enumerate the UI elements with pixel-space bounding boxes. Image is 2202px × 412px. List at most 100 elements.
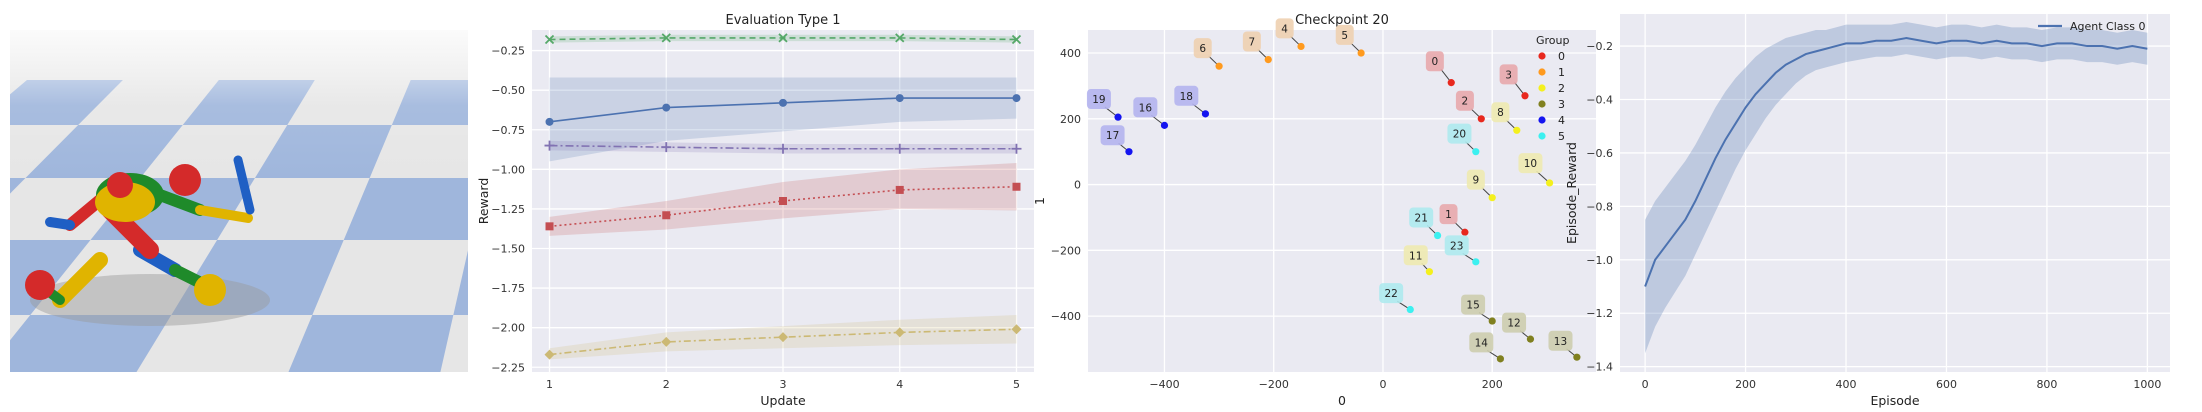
scatter-point [1472,258,1480,266]
data-point [662,211,671,220]
y-tick-label: −1.00 [491,163,525,176]
point-label: 6 [1199,43,1206,55]
floor-tile [288,315,454,372]
x-tick-label: 400 [1836,378,1857,391]
legend-title: Group [1536,34,1570,47]
floor-tile [10,315,172,372]
point-label-box [1469,332,1494,353]
y-tick-label: −0.8 [1586,200,1613,213]
scatter-point [1447,79,1455,87]
point-label: 19 [1092,94,1105,106]
x-tick-label: 200 [1482,378,1503,391]
point-label: 21 [1415,212,1428,224]
point-label-box [1403,245,1428,266]
point-label: 16 [1139,102,1153,114]
point-label-box [1499,64,1518,85]
point-label-box [1439,204,1458,225]
y-tick-label: −0.25 [491,45,525,58]
point-label: 20 [1453,129,1466,141]
floor-tile [343,178,468,240]
data-point [545,222,554,231]
point-label: 18 [1180,91,1193,103]
legend-entry: 4 [1558,114,1565,127]
point-label: 8 [1497,107,1504,119]
point-label-box [1502,312,1527,333]
y-tick-label: −400 [1051,310,1081,323]
y-tick-label: −2.00 [491,322,525,335]
point-label: 23 [1450,240,1463,252]
point-label: 12 [1507,318,1520,330]
scatter-point [1433,231,1442,240]
point-label: 13 [1554,336,1567,348]
series-line [1644,37,2148,287]
scatter-point [1573,353,1581,361]
x-tick-label: 1 [546,378,553,391]
point-label: 4 [1281,23,1288,35]
y-tick-label: −2.25 [491,361,525,374]
y-tick-label: −0.50 [491,84,525,97]
floor-tile [10,178,26,194]
series-line [549,144,1017,150]
legend-marker [1538,116,1546,124]
x-tick-label: 2 [663,378,670,391]
point-label-box [1174,85,1199,106]
point-label-box [1193,38,1212,59]
x-tick-label: −200 [1259,378,1289,391]
point-label-box [1447,123,1472,144]
y-tick-label: −0.2 [1586,40,1613,53]
point-label-box [1100,125,1125,146]
data-point [894,143,905,154]
x-tick-label: 5 [1013,378,1020,391]
data-point [661,33,671,43]
data-point [1012,182,1021,191]
y-tick-label: −1.4 [1586,361,1613,374]
x-tick-label: 4 [896,378,903,391]
legend-marker [1538,132,1546,140]
data-point [895,94,904,103]
point-label: 3 [1505,69,1512,81]
data-point [1011,34,1022,45]
point-label: 10 [1524,158,1537,170]
scatter-point [1114,113,1122,121]
legend-marker [1538,100,1546,108]
scatter-point [1526,335,1535,343]
x-tick-label: 600 [1936,378,1957,391]
point-label: 15 [1466,300,1479,312]
data-point [544,34,555,45]
data-point [895,185,904,194]
y-tick-label: 400 [1060,47,1081,60]
y-tick-label: −200 [1051,244,1081,257]
point-label: 9 [1472,175,1479,187]
confidence-band [1645,22,2148,354]
data-point [544,349,555,360]
point-label-box [1444,235,1469,256]
point-label-box [1409,207,1434,228]
point-label-box [1242,31,1261,52]
x-tick-label: 200 [1735,378,1756,391]
point-label-box [1275,18,1294,39]
scatter-point [1488,194,1496,202]
series-line [549,185,1017,228]
data-point [778,143,788,154]
y-tick-label: −0.6 [1586,147,1613,160]
point-label-box [1466,169,1485,190]
point-label: 14 [1475,337,1489,349]
point-label-box [1335,24,1354,45]
point-label: 22 [1384,288,1397,300]
point-label: 11 [1409,250,1422,262]
chart-title: Checkpoint 20 [1295,13,1389,28]
point-label: 2 [1462,96,1469,108]
y-tick-label: 200 [1060,113,1081,126]
scatter-point [1215,62,1223,70]
data-point [778,332,788,343]
scatter-point [1488,317,1496,325]
scatter-point [1425,268,1433,276]
simulation-render [10,30,468,372]
point-label-box [1133,97,1158,118]
scatter-point [1472,148,1480,156]
data-point [1011,143,1022,154]
point-label: 17 [1106,130,1119,142]
point-label: 5 [1341,30,1348,42]
scatter-point [1521,92,1529,100]
scatter-point [1297,42,1305,51]
